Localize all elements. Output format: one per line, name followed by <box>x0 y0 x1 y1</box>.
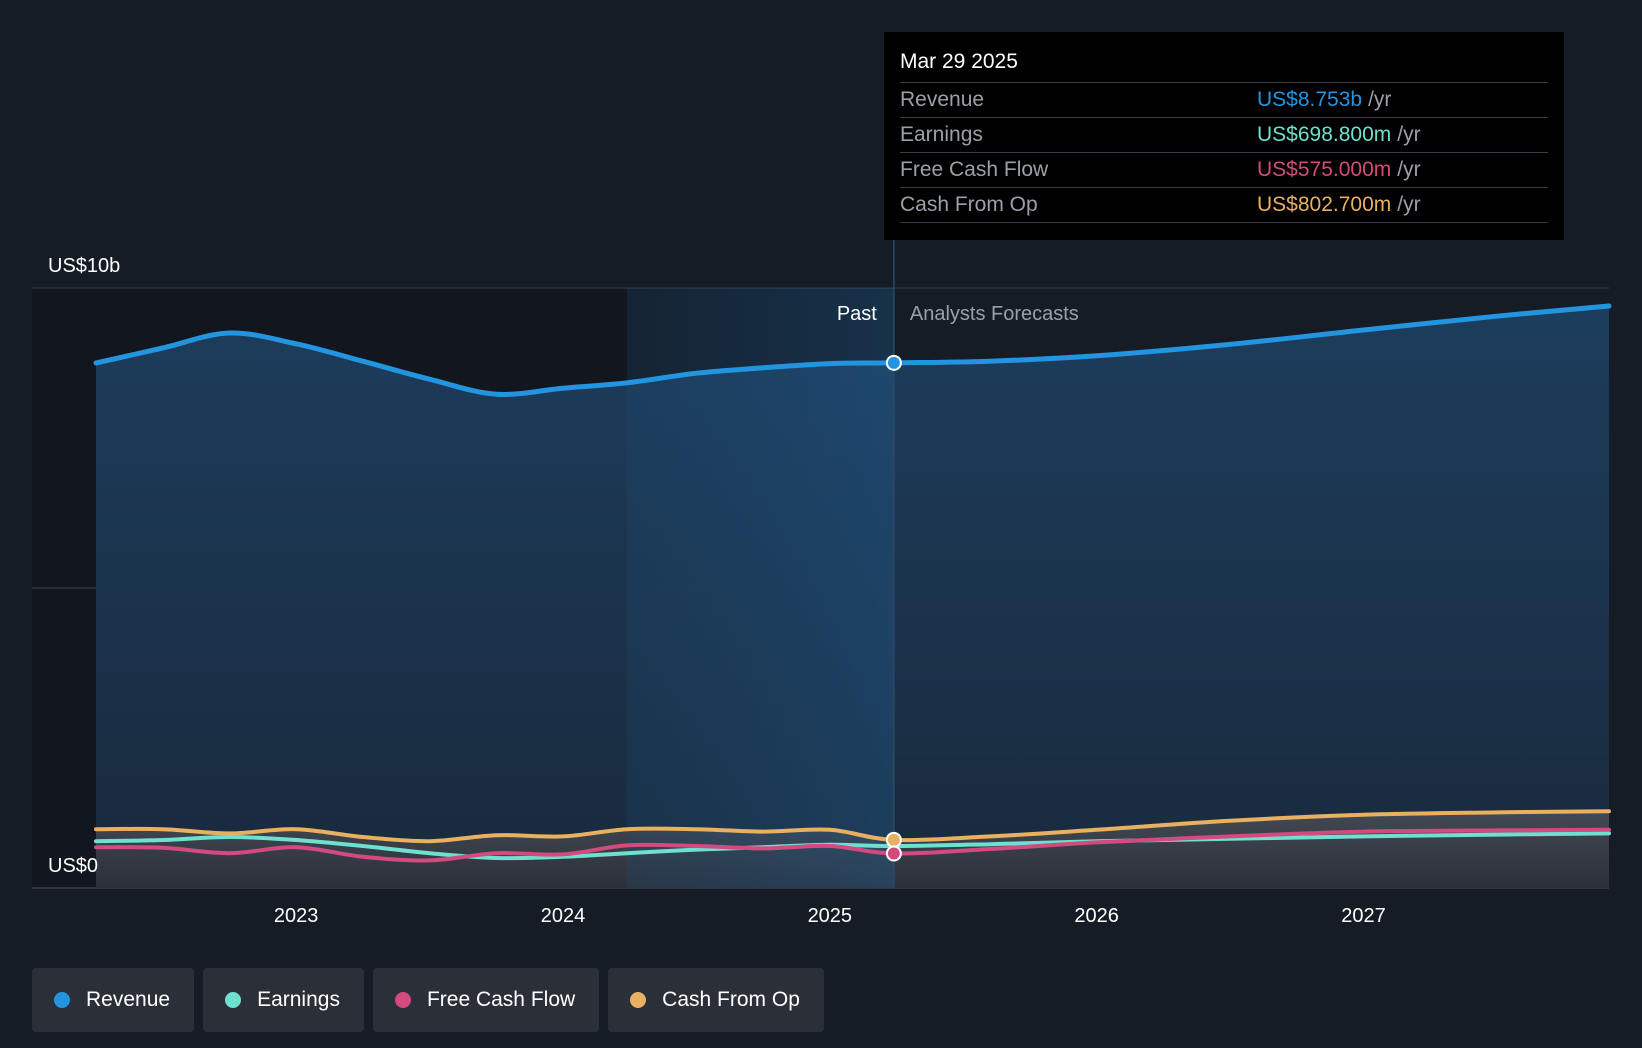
free-cash-flow-marker <box>885 845 902 862</box>
tooltip-value: US$802.700m <box>1257 193 1392 216</box>
legend-item-earnings[interactable]: Earnings <box>203 968 364 1032</box>
legend-label: Free Cash Flow <box>426 988 576 1011</box>
cash-from-op-dot-icon <box>630 992 647 1008</box>
revenue-dot-icon <box>54 992 70 1008</box>
tooltip-row-cash-from-op: Cash From Op US$802.700m /yr <box>900 188 1548 223</box>
tooltip-date: Mar 29 2025 <box>900 46 1548 83</box>
x-tick-label: 2025 <box>808 905 853 927</box>
tooltip: Mar 29 2025 Revenue US$8.753b /yr Earnin… <box>884 32 1564 240</box>
tooltip-unit: /yr <box>1397 123 1421 146</box>
free-cash-flow-line <box>94 827 1611 863</box>
revenue-marker <box>885 354 902 371</box>
tooltip-row-revenue: Revenue US$8.753b /yr <box>900 83 1548 118</box>
tooltip-value: US$8.753b <box>1257 88 1363 111</box>
tooltip-label: Free Cash Flow <box>900 158 1049 181</box>
x-tick-label: 2026 <box>1074 905 1119 927</box>
free-cash-flow-dot-icon <box>394 992 411 1008</box>
legend-label: Cash From Op <box>662 988 800 1011</box>
legend: Revenue Earnings Free Cash Flow Cash Fro… <box>32 968 824 1032</box>
tooltip-row-free-cash-flow: Free Cash Flow US$575.000m /yr <box>900 153 1548 188</box>
tooltip-row-earnings: Earnings US$698.800m /yr <box>900 118 1548 153</box>
tooltip-unit: /yr <box>1368 88 1392 111</box>
legend-item-revenue[interactable]: Revenue <box>32 968 195 1032</box>
past-label: Past <box>837 303 877 325</box>
tooltip-label: Earnings <box>900 123 983 146</box>
cash-from-op-line <box>94 809 1611 844</box>
x-tick-label: 2024 <box>541 905 586 927</box>
highlight-region <box>627 288 894 888</box>
tooltip-unit: /yr <box>1397 158 1421 181</box>
tooltip-value: US$698.800m <box>1257 123 1392 146</box>
tooltip-label: Revenue <box>900 88 985 111</box>
revenue-line <box>93 303 1612 397</box>
legend-item-cash-from-op[interactable]: Cash From Op <box>608 968 824 1032</box>
x-tick-label: 2023 <box>274 905 319 927</box>
tooltip-value: US$575.000m <box>1257 158 1392 181</box>
forecast-label: Analysts Forecasts <box>910 303 1079 325</box>
legend-label: Revenue <box>86 988 171 1011</box>
cash-from-op-marker <box>885 831 902 848</box>
earnings-dot-icon <box>225 992 242 1008</box>
tooltip-label: Cash From Op <box>900 193 1038 216</box>
tooltip-unit: /yr <box>1397 193 1421 216</box>
y-axis-top-label: US$10b <box>48 255 120 277</box>
y-axis-bottom-label: US$0 <box>48 855 98 877</box>
x-tick-label: 2027 <box>1341 905 1386 927</box>
legend-item-free-cash-flow[interactable]: Free Cash Flow <box>372 968 600 1032</box>
legend-label: Earnings <box>257 988 340 1011</box>
